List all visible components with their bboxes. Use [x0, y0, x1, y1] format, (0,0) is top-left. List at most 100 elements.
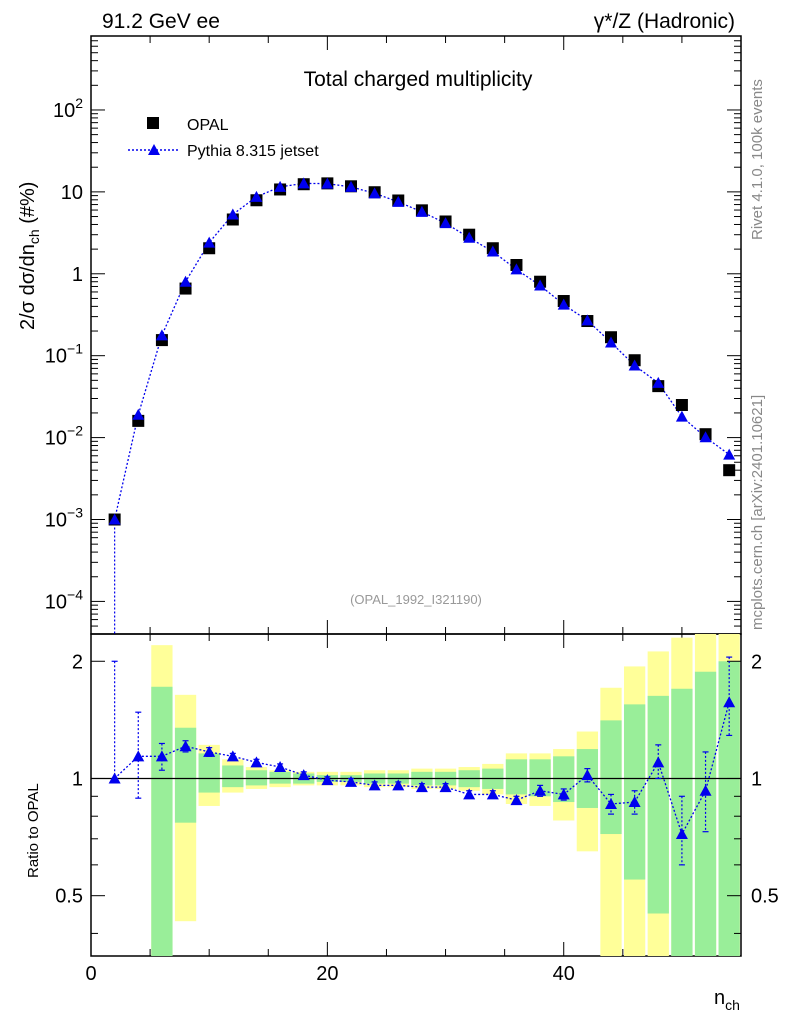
ratio-point: [368, 779, 381, 791]
pythia-line: [114, 182, 730, 520]
opal-point: [675, 398, 688, 411]
pythia-point: [699, 431, 712, 443]
ratio-green-band: [505, 759, 528, 795]
ratio-green-band: [245, 770, 268, 786]
pythia-point: [179, 275, 192, 287]
ratio-point: [581, 769, 594, 781]
ratio-y-tick-label: 0.5: [55, 886, 83, 908]
pythia-point: [132, 408, 145, 420]
ratio-point: [108, 772, 121, 784]
ratio-point: [321, 774, 334, 786]
ratio-point: [155, 750, 168, 762]
mcplots-credit-label: mcplots.cern.ch [arXiv:2401.10621]: [749, 395, 766, 630]
ratio-point: [652, 756, 665, 768]
pythia-point: [486, 245, 499, 257]
ratio-point: [723, 696, 736, 708]
ratio-point: [699, 784, 712, 796]
y-tick-label: 10−2: [45, 423, 83, 450]
ratio-y-tick-label: 2: [72, 651, 83, 673]
legend-opal-marker: [147, 117, 159, 129]
ratio-green-band: [553, 756, 575, 803]
pythia-point: [203, 236, 216, 248]
ratio-green-band: [198, 753, 220, 793]
ratio-point: [628, 796, 641, 808]
pythia-point: [463, 231, 476, 243]
ratio-point: [297, 769, 310, 781]
pythia-point: [297, 177, 310, 189]
ratio-plot-frame: [90, 633, 742, 957]
y-tick-label: 10−1: [45, 341, 83, 368]
ratio-y-tick-label: 1: [72, 768, 83, 790]
ratio-point: [557, 788, 570, 800]
ratio-point: [392, 779, 405, 791]
analysis-tag: (OPAL_1992_I321190): [350, 592, 482, 607]
chart-title: Total charged multiplicity: [304, 68, 533, 91]
pythia-point: [226, 208, 239, 220]
pythia-point: [368, 187, 381, 199]
ratio-point: [179, 740, 192, 752]
pythia-point: [439, 217, 452, 229]
ratio-point: [463, 788, 476, 800]
ratio-green-band: [222, 765, 244, 788]
pythia-point: [108, 513, 121, 525]
ratio-point: [226, 750, 239, 762]
legend-pythia-label: Pythia 8.315 jetset: [187, 143, 319, 160]
y-axis-label: 2/σ dσ/dnch (#%): [17, 182, 42, 330]
ratio-y-tick-label-right: 1: [751, 768, 762, 790]
ratio-point: [605, 797, 617, 809]
y-tick-label: 102: [53, 95, 83, 122]
y-tick-label: 10−4: [45, 586, 83, 613]
ratio-green-band: [600, 720, 622, 835]
legend: OPAL Pythia 8.315 jetset: [128, 117, 319, 160]
header-energy-label: 91.2 GeV ee: [102, 10, 220, 33]
ratio-point: [510, 794, 523, 806]
ratio-point: [345, 775, 357, 787]
ratio-point: [486, 788, 499, 800]
pythia-point: [510, 263, 523, 275]
ratio-point: [534, 784, 547, 796]
y-tick-label: 1: [72, 264, 83, 286]
pythia-point: [155, 329, 168, 341]
ratio-green-band: [718, 661, 740, 956]
ratio-green-band: [174, 727, 197, 823]
pythia-point: [581, 314, 594, 326]
opal-point: [723, 464, 736, 477]
legend-opal-label: OPAL: [187, 117, 229, 134]
ratio-green-band: [671, 688, 693, 956]
rivet-version-label: Rivet 4.1.0, 100k events: [749, 79, 766, 240]
x-axis-label: nch: [714, 987, 740, 1013]
pythia-point: [392, 195, 405, 207]
x-tick-label: 0: [85, 963, 96, 985]
legend-pythia-marker: [148, 144, 160, 155]
y-tick-label: 10: [61, 182, 83, 204]
ratio-point: [675, 828, 688, 840]
pythia-point: [250, 190, 263, 202]
pythia-point: [321, 177, 334, 189]
pythia-point: [652, 376, 665, 388]
ratio-point: [415, 781, 428, 793]
pythia-point: [628, 359, 641, 371]
ratio-y-tick-label-right: 2: [751, 651, 762, 673]
x-tick-label: 20: [316, 963, 338, 985]
ratio-green-band: [647, 695, 669, 914]
ratio-green-band: [151, 686, 173, 956]
ratio-point: [250, 756, 263, 768]
pythia-point: [534, 279, 547, 291]
x-tick-label: 40: [553, 963, 575, 985]
ratio-green-band: [269, 771, 291, 784]
ratio-green-band: [529, 759, 551, 797]
ratio-point: [439, 781, 452, 793]
ratio-point: [274, 761, 287, 773]
ratio-point: [203, 745, 216, 757]
y-tick-label: 10−3: [45, 505, 83, 532]
pythia-point: [557, 298, 570, 310]
pythia-point: [345, 180, 357, 192]
pythia-point: [274, 180, 287, 192]
pythia-point: [723, 448, 736, 460]
pythia-point: [675, 410, 688, 422]
pythia-point: [415, 205, 428, 217]
ratio-y-tick-label-right: 0.5: [751, 886, 779, 908]
header-process-label: γ*/Z (Hadronic): [594, 10, 735, 33]
pythia-point: [605, 336, 617, 348]
